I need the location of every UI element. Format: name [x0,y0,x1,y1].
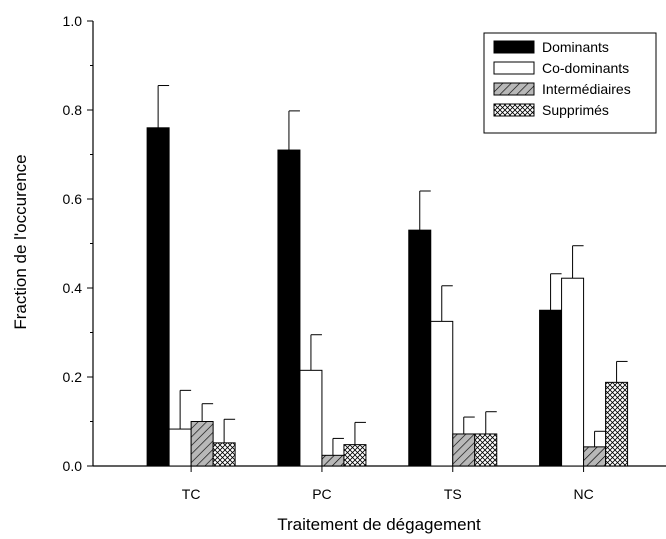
y-tick-label: 0.0 [63,458,83,474]
legend-label: Co-dominants [542,60,629,76]
bar [583,446,607,467]
bar [452,433,476,467]
bar [146,127,170,467]
bar [605,381,629,467]
bar [430,320,454,467]
bar-group [539,245,629,467]
legend-label: Intermédiaires [542,81,631,97]
y-tick-label: 0.4 [63,280,83,296]
y-axis-title: Fraction de l'occurence [11,154,30,329]
bar-group [408,190,498,467]
legend: Dominants Co-dominants Intermédiaires Suppr… [483,32,657,134]
legend-swatch [493,82,535,96]
bar [168,428,192,467]
bar [539,309,563,467]
legend-label: Supprimés [542,102,609,118]
bar [343,444,367,467]
x-axis-title: Traitement de dégagement [277,515,481,534]
bar [474,433,498,467]
x-tick-label: TC [182,486,201,502]
legend-swatch [493,40,535,54]
x-tick-label: PC [312,486,331,502]
bar-group [277,110,367,467]
bar [277,149,301,467]
legend-swatch [493,61,535,75]
y-tick-label: 1.0 [63,13,83,29]
bars-layer [146,85,629,467]
bar [408,229,432,467]
x-tick-label: NC [573,486,593,502]
bar [561,277,585,467]
bar [212,442,236,467]
bar [299,369,323,467]
legend-label: Dominants [542,39,609,55]
y-tick-label: 0.6 [63,191,83,207]
y-tick-label: 0.8 [63,102,83,118]
legend-swatch [493,103,535,117]
bar-group [146,85,236,467]
x-tick-label: TS [444,486,462,502]
y-tick-label: 0.2 [63,369,83,385]
bar [321,454,345,467]
bar [190,421,214,467]
